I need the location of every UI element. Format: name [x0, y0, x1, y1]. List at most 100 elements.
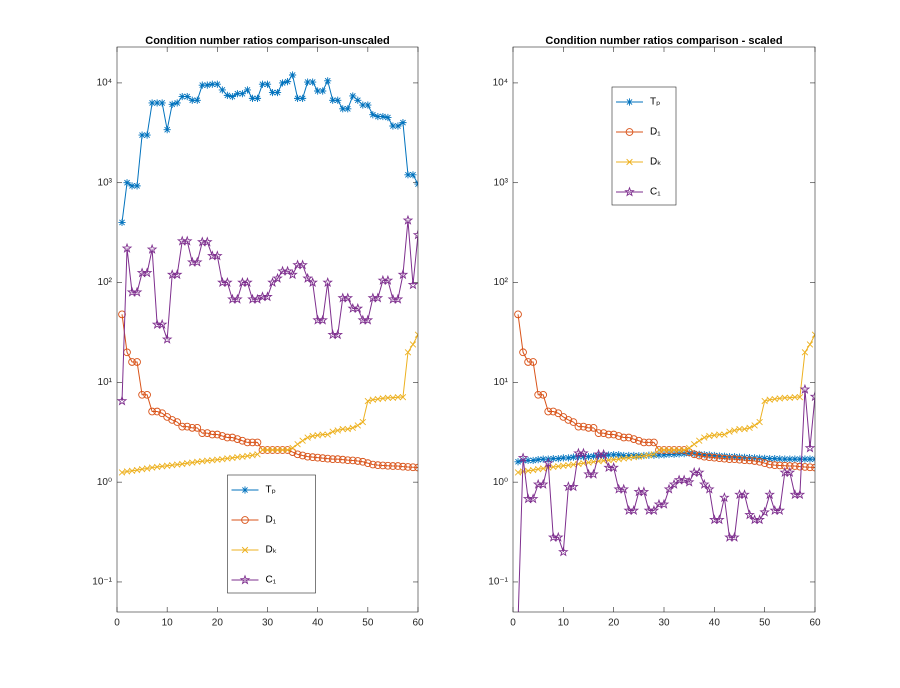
data-marker [233, 435, 242, 443]
data-marker [123, 179, 131, 187]
data-marker [178, 422, 187, 431]
data-marker [193, 96, 201, 104]
data-marker [670, 450, 678, 458]
data-marker [213, 80, 221, 88]
y-tick-label: 10¹ [494, 377, 509, 388]
data-marker [358, 458, 367, 466]
data-marker [412, 229, 418, 240]
data-marker [685, 448, 694, 456]
data-marker [158, 99, 166, 107]
data-marker [173, 418, 182, 426]
data-marker [143, 465, 151, 472]
data-marker [248, 94, 257, 102]
data-marker [584, 453, 593, 461]
data-marker [791, 455, 799, 463]
data-marker [568, 481, 579, 492]
data-marker [233, 90, 241, 98]
data-marker [204, 457, 211, 464]
data-marker [374, 461, 382, 469]
data-marker [614, 432, 623, 440]
data-marker [739, 489, 750, 500]
data-marker [161, 333, 173, 344]
data-marker [329, 428, 336, 435]
x-tick-label: 0 [510, 618, 516, 629]
data-marker [342, 292, 354, 303]
data-marker [333, 455, 342, 463]
data-marker [624, 433, 633, 442]
data-marker [339, 425, 346, 433]
data-marker [153, 407, 161, 416]
data-marker [710, 451, 718, 460]
data-marker [288, 71, 297, 79]
data-marker [218, 432, 227, 440]
data-marker [146, 243, 158, 254]
data-marker [799, 383, 811, 394]
x-tick-label: 50 [759, 618, 771, 629]
data-marker [198, 81, 206, 89]
data-marker [128, 182, 136, 190]
data-marker [675, 450, 683, 458]
data-marker [690, 450, 699, 459]
data-marker [133, 466, 141, 474]
data-marker [744, 509, 755, 520]
data-marker [514, 458, 522, 466]
data-marker [594, 429, 603, 437]
data-marker [609, 430, 618, 439]
data-marker [610, 456, 617, 463]
data-marker [781, 455, 789, 463]
data-marker [711, 432, 718, 439]
data-marker [726, 428, 733, 435]
data-marker [655, 446, 663, 454]
legend-marker [626, 158, 633, 166]
data-marker [188, 424, 197, 432]
data-marker [279, 446, 286, 454]
data-marker [569, 453, 577, 461]
legend-marker [625, 98, 634, 106]
data-marker [514, 310, 522, 319]
axes: Condition number ratios comparison - sca… [488, 35, 821, 629]
data-marker [784, 466, 796, 477]
data-marker [549, 455, 557, 463]
data-marker [589, 424, 598, 432]
legend-box [611, 86, 677, 206]
data-marker [143, 131, 151, 139]
legend-label: Tₚ [266, 485, 276, 496]
data-marker [761, 454, 769, 462]
data-marker [318, 454, 327, 462]
data-marker [379, 461, 387, 470]
data-marker [379, 112, 387, 121]
data-marker [193, 424, 202, 432]
data-marker [725, 453, 734, 461]
data-marker [796, 462, 804, 471]
data-marker [224, 455, 231, 462]
data-marker [628, 504, 640, 515]
data-marker [362, 314, 374, 325]
data-marker [579, 422, 588, 431]
data-marker [219, 455, 226, 463]
data-marker [234, 453, 241, 461]
data-marker [776, 455, 784, 463]
data-marker [721, 431, 728, 438]
legend-label: C₁ [266, 575, 277, 586]
data-marker [156, 318, 168, 329]
data-marker [328, 455, 337, 463]
data-marker [338, 455, 347, 464]
data-marker [121, 242, 133, 253]
x-tick-label: 40 [312, 618, 324, 629]
data-marker [598, 448, 609, 459]
data-marker [118, 310, 126, 319]
data-marker [544, 407, 553, 416]
data-marker [630, 453, 637, 461]
data-marker [759, 506, 770, 517]
data-marker [590, 458, 597, 465]
data-marker [648, 504, 660, 515]
data-marker [564, 416, 573, 424]
data-marker [537, 478, 549, 489]
data-marker [232, 293, 243, 304]
data-marker [254, 451, 261, 458]
y-tick-label: 10² [98, 277, 113, 288]
data-marker [665, 450, 673, 458]
data-marker [714, 514, 725, 525]
data-marker [138, 391, 146, 399]
